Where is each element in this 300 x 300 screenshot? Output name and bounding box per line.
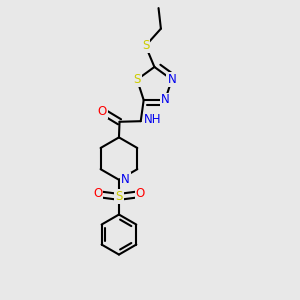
Text: S: S xyxy=(115,190,123,203)
Text: S: S xyxy=(134,73,141,86)
Text: O: O xyxy=(93,188,102,200)
Text: NH: NH xyxy=(144,113,162,126)
Text: S: S xyxy=(142,39,149,52)
Text: N: N xyxy=(167,73,176,86)
Text: N: N xyxy=(161,94,170,106)
Text: O: O xyxy=(136,188,145,200)
Text: O: O xyxy=(98,105,107,118)
Text: N: N xyxy=(121,173,130,186)
